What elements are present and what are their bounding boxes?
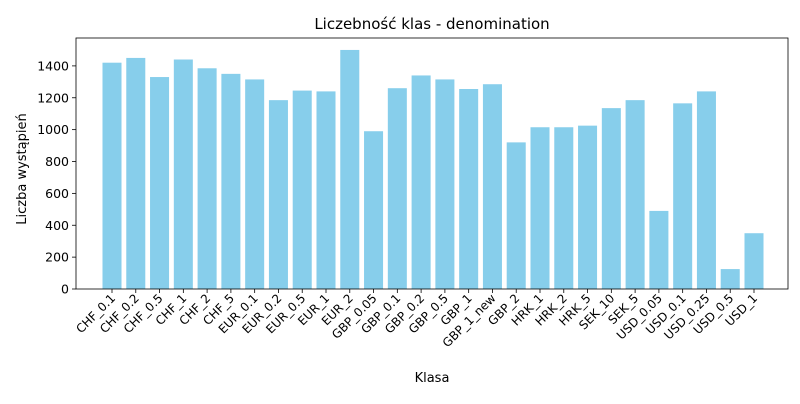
bar-HRK_1 <box>530 127 550 290</box>
chart-title: Liczebność klas - denomination <box>314 15 549 33</box>
bar-EUR_2 <box>340 49 360 290</box>
y-axis: 0 200 400 600 800 1000 1200 1400 <box>37 58 76 297</box>
bar-CHF_5 <box>221 73 241 289</box>
y-tick-label: 600 <box>45 186 69 201</box>
bar-GBP_1 <box>459 89 479 289</box>
y-tick-label: 800 <box>45 154 69 169</box>
bar-GBP_0.1 <box>387 88 407 289</box>
bar-CHF_0.1 <box>102 62 122 290</box>
bar-USD_0.05 <box>649 210 669 289</box>
bar-HRK_5 <box>578 125 598 290</box>
bar-EUR_0.1 <box>245 79 265 290</box>
y-tick-label: 1000 <box>37 122 69 137</box>
bar-CHF_0.2 <box>126 57 146 289</box>
bar-GBP_0.05 <box>364 131 384 289</box>
bar-USD_0.25 <box>696 91 716 289</box>
bar-CHF_0.5 <box>150 77 170 289</box>
bar-GBP_2 <box>506 142 526 289</box>
plot-frame <box>75 37 789 290</box>
bar-CHF_1 <box>173 59 193 290</box>
x-axis: CHF_0.1CHF_0.2CHF_0.5CHF_1CHF_2CHF_5EUR_… <box>73 289 760 350</box>
bar-GBP_0.5 <box>435 79 455 290</box>
bar-USD_0.5 <box>720 269 740 289</box>
bar-USD_0.1 <box>673 103 693 289</box>
bar-CHF_2 <box>197 68 217 289</box>
bar-USD_1 <box>744 233 764 289</box>
bar-EUR_1 <box>316 91 336 289</box>
y-axis-label: Liczba wystąpień <box>15 113 30 224</box>
y-tick-label: 0 <box>61 282 69 297</box>
y-tick-label: 400 <box>45 218 69 233</box>
bar-GBP_0.2 <box>411 75 431 289</box>
bar-SEK_10 <box>601 108 621 290</box>
bar-GBP_1_new <box>482 84 502 289</box>
y-tick-label: 200 <box>45 250 69 265</box>
bar-EUR_0.5 <box>292 90 312 289</box>
bar-EUR_0.2 <box>268 100 288 290</box>
bar-SEK_5 <box>625 100 645 290</box>
x-axis-label: Klasa <box>415 371 450 386</box>
bar-HRK_2 <box>554 127 574 290</box>
y-tick-label: 1400 <box>37 58 69 73</box>
y-tick-label: 1200 <box>37 90 69 105</box>
bars-group <box>102 49 764 290</box>
